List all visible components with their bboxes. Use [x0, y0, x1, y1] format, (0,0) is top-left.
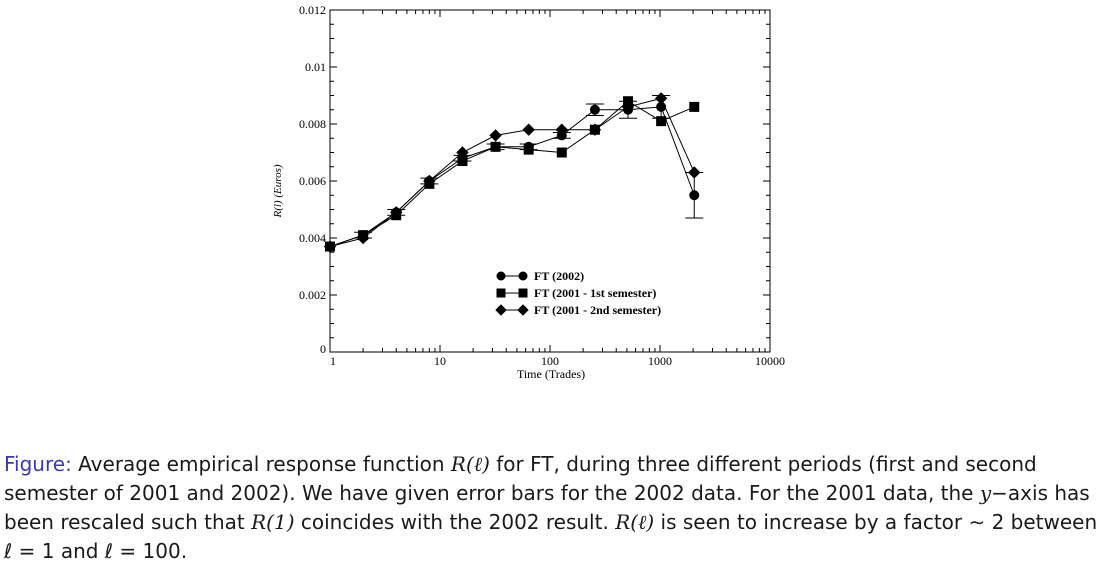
series-1 — [325, 95, 704, 252]
data-point — [621, 100, 635, 114]
series-2 — [325, 96, 700, 252]
legend-label: FT (2001 - 2nd semester) — [534, 303, 661, 317]
figure-caption: Figure: Average empirical response funct… — [4, 450, 1098, 566]
caption-text-4: coincides with the 2002 result. — [294, 510, 616, 534]
data-point — [688, 166, 701, 179]
legend-label: FT (2001 - 1st semester) — [534, 286, 656, 300]
data-point — [654, 92, 668, 105]
caption-response-one: R(1) — [251, 510, 295, 534]
data-point — [589, 104, 600, 115]
response-function-chart: 1 10 100 1000 10000 0 0.002 0.004 0.006 0.008 0.01… — [272, 3, 785, 381]
x-tick-label: 1000 — [648, 354, 672, 368]
data-point — [457, 156, 468, 167]
data-point — [323, 240, 337, 253]
x-tick-label: 100 — [541, 354, 559, 368]
y-tick-label: 0.01 — [305, 60, 326, 74]
legend-marker — [496, 271, 506, 281]
data-point — [489, 129, 502, 142]
y-axis-title: R(l) (Euros) — [272, 164, 284, 218]
data-point — [523, 144, 534, 155]
series-line — [329, 100, 695, 248]
y-tick-label: 0.006 — [299, 174, 326, 188]
data-point — [556, 147, 567, 158]
x-tick-label: 10000 — [755, 354, 785, 368]
data-point — [656, 116, 667, 127]
data-point — [555, 123, 568, 136]
x-tick-label: 10 — [434, 354, 446, 368]
caption-response-symbol: R(ℓ) — [450, 452, 490, 476]
y-tick-label: 0.004 — [299, 231, 326, 245]
chart-axes: 1 10 100 1000 10000 0 0.002 0.004 0.006 0.008 0.01… — [299, 3, 785, 368]
data-point — [456, 146, 469, 159]
y-tick-label: 0.012 — [299, 3, 326, 17]
y-tick-label: 0 — [320, 342, 326, 356]
data-point — [689, 190, 700, 201]
data-point — [689, 101, 700, 112]
chart-series — [323, 92, 704, 253]
y-tick-label: 0.008 — [299, 117, 326, 131]
caption-text-3: −axis has been rescaled such that — [4, 481, 1090, 534]
legend-marker — [518, 271, 528, 281]
data-point — [588, 123, 602, 136]
legend-marker — [518, 288, 528, 298]
caption-label: Figure: — [4, 452, 72, 476]
y-tick-label: 0.002 — [299, 288, 326, 302]
caption-y-variable: y — [979, 481, 992, 505]
chart-legend: FT (2002) FT (2001 - 1st semester) FT (200… — [495, 269, 661, 317]
legend-label: FT (2002) — [534, 269, 584, 283]
x-axis-title: Time (Trades) — [517, 367, 585, 381]
data-point — [356, 231, 370, 245]
series-3 — [323, 92, 701, 253]
x-tick-label: 1 — [330, 354, 336, 368]
caption-text-2: for FT, during three different periods (… — [4, 452, 1037, 505]
caption-text-1: Average empirical response function — [71, 452, 451, 476]
series-line — [329, 97, 695, 248]
data-point — [390, 206, 403, 219]
data-point — [490, 141, 501, 152]
series-line — [329, 106, 695, 248]
caption-text-5: is seen to increase by a factor ∼ 2 betw… — [4, 510, 1098, 563]
legend-marker — [495, 304, 507, 316]
legend-marker — [496, 288, 506, 298]
data-point — [423, 174, 436, 188]
legend-marker — [517, 304, 529, 316]
caption-response-symbol-2: R(ℓ) — [615, 510, 655, 534]
data-point — [522, 123, 535, 136]
plot-frame — [329, 9, 771, 353]
